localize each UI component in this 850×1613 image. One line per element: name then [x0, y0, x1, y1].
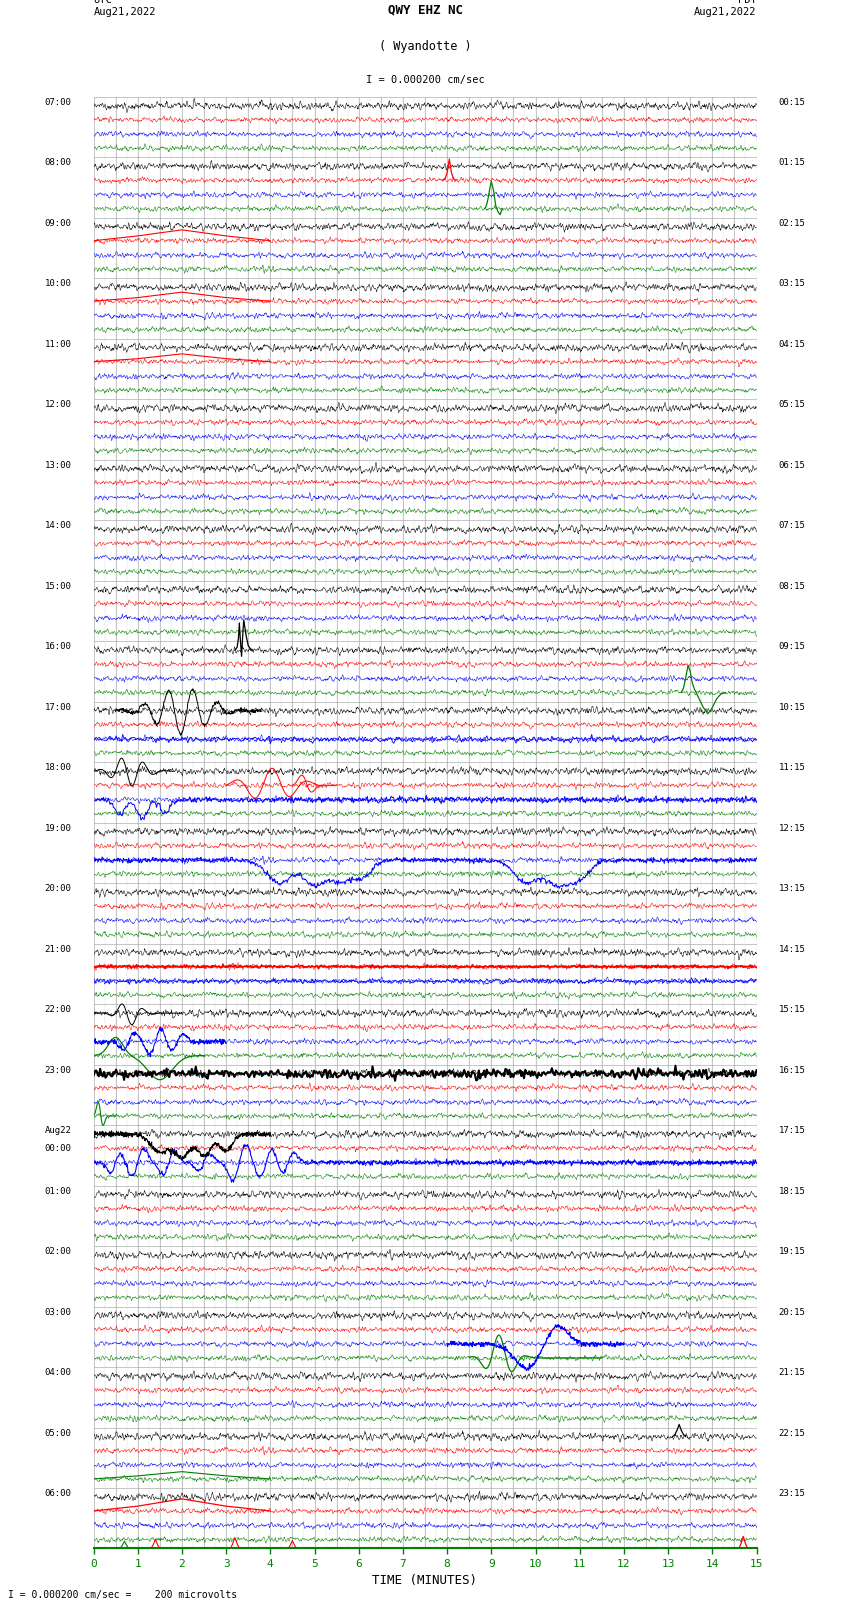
- Text: 07:15: 07:15: [779, 521, 806, 531]
- Text: 15:15: 15:15: [779, 1005, 806, 1015]
- Text: 13:15: 13:15: [779, 884, 806, 894]
- Text: 12:00: 12:00: [44, 400, 71, 410]
- Text: 08:15: 08:15: [779, 582, 806, 590]
- Text: 15:00: 15:00: [44, 582, 71, 590]
- Text: I = 0.000200 cm/sec: I = 0.000200 cm/sec: [366, 76, 484, 85]
- Text: 19:00: 19:00: [44, 824, 71, 832]
- Text: 21:00: 21:00: [44, 945, 71, 953]
- Text: 07:00: 07:00: [44, 98, 71, 106]
- Text: 11:00: 11:00: [44, 340, 71, 348]
- Text: 10:15: 10:15: [779, 703, 806, 711]
- Text: Aug22: Aug22: [44, 1126, 71, 1136]
- Text: 02:00: 02:00: [44, 1247, 71, 1257]
- Text: 16:15: 16:15: [779, 1066, 806, 1074]
- X-axis label: TIME (MINUTES): TIME (MINUTES): [372, 1574, 478, 1587]
- Text: 10:00: 10:00: [44, 279, 71, 289]
- Text: 20:15: 20:15: [779, 1308, 806, 1316]
- Text: 17:15: 17:15: [779, 1126, 806, 1136]
- Text: 09:15: 09:15: [779, 642, 806, 652]
- Text: 04:15: 04:15: [779, 340, 806, 348]
- Text: 01:15: 01:15: [779, 158, 806, 168]
- Text: 21:15: 21:15: [779, 1368, 806, 1378]
- Text: 12:15: 12:15: [779, 824, 806, 832]
- Text: 17:00: 17:00: [44, 703, 71, 711]
- Text: 11:15: 11:15: [779, 763, 806, 773]
- Text: 03:15: 03:15: [779, 279, 806, 289]
- Text: 20:00: 20:00: [44, 884, 71, 894]
- Text: 08:00: 08:00: [44, 158, 71, 168]
- Text: ( Wyandotte ): ( Wyandotte ): [379, 40, 471, 53]
- Text: 04:00: 04:00: [44, 1368, 71, 1378]
- Text: 16:00: 16:00: [44, 642, 71, 652]
- Text: 01:00: 01:00: [44, 1187, 71, 1195]
- Text: 05:00: 05:00: [44, 1429, 71, 1437]
- Text: I = 0.000200 cm/sec =    200 microvolts: I = 0.000200 cm/sec = 200 microvolts: [8, 1590, 238, 1600]
- Text: 14:15: 14:15: [779, 945, 806, 953]
- Text: 03:00: 03:00: [44, 1308, 71, 1316]
- Text: 18:15: 18:15: [779, 1187, 806, 1195]
- Text: 22:15: 22:15: [779, 1429, 806, 1437]
- Text: 02:15: 02:15: [779, 219, 806, 227]
- Text: 09:00: 09:00: [44, 219, 71, 227]
- Text: 22:00: 22:00: [44, 1005, 71, 1015]
- Text: 23:00: 23:00: [44, 1066, 71, 1074]
- Text: 14:00: 14:00: [44, 521, 71, 531]
- Text: 00:00: 00:00: [44, 1145, 71, 1153]
- Text: 06:00: 06:00: [44, 1489, 71, 1498]
- Text: 23:15: 23:15: [779, 1489, 806, 1498]
- Text: 18:00: 18:00: [44, 763, 71, 773]
- Text: 05:15: 05:15: [779, 400, 806, 410]
- Text: 00:15: 00:15: [779, 98, 806, 106]
- Text: 19:15: 19:15: [779, 1247, 806, 1257]
- Text: 13:00: 13:00: [44, 461, 71, 469]
- Text: PDT
Aug21,2022: PDT Aug21,2022: [694, 0, 756, 18]
- Text: UTC
Aug21,2022: UTC Aug21,2022: [94, 0, 156, 18]
- Text: 06:15: 06:15: [779, 461, 806, 469]
- Text: QWY EHZ NC: QWY EHZ NC: [388, 3, 462, 18]
